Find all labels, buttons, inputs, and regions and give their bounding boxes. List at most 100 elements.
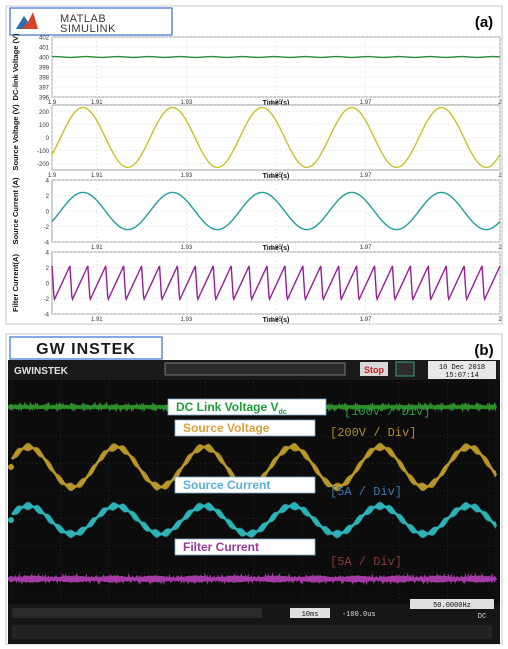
x-tick-label: 1.97 — [360, 173, 372, 179]
trace-label-box — [174, 419, 316, 437]
y-tick-label: 399 — [39, 66, 50, 72]
y-tick-label: 402 — [39, 36, 50, 42]
x-tick-label: 2 — [498, 173, 502, 179]
y-axis-label: DC-link Voltage (V) — [11, 33, 20, 100]
x-axis-label: Time (s) — [263, 100, 290, 107]
y-tick-label: -100 — [37, 149, 50, 155]
status-badge — [360, 362, 388, 376]
matlab-chart-3: 4 2 0 -2 -4 1.91 1.93 1.95 1.97 2 Time (s) Source C… — [11, 177, 502, 252]
x-tick-label: 1.9 — [48, 100, 57, 106]
scope-trace-3 — [11, 501, 498, 539]
y-tick-label: 397 — [39, 86, 50, 92]
gwinstek-logo-text: GW INSTEK — [36, 341, 136, 358]
timebase-box — [290, 608, 330, 618]
y-tick-label: -4 — [44, 241, 50, 247]
x-tick-label: 1.97 — [360, 245, 372, 251]
frequency-text: 50.0000Hz — [433, 602, 471, 610]
panel-b-label: (b) — [474, 342, 493, 359]
x-tick-label: 2 — [498, 245, 502, 251]
channel-marker-icon — [8, 464, 14, 470]
y-tick-label: -2 — [44, 225, 50, 231]
y-tick-label: 4 — [46, 251, 50, 257]
matlab-chart-4: 4 2 0 -2 -4 1.91 1.93 1.95 1.97 2 Time (s) Filter C… — [11, 251, 502, 325]
x-tick-label: 1.91 — [91, 100, 103, 106]
y-tick-label: -200 — [37, 162, 50, 168]
trigger-icon — [395, 361, 415, 377]
time-text: 15:07:14 — [445, 372, 479, 380]
y-axis-label: Filter Current(A) — [11, 254, 20, 312]
svg-text:MATLAB: MATLAB — [60, 13, 106, 25]
y-tick-label: -2 — [44, 297, 50, 303]
y-tick-label: -4 — [44, 313, 50, 319]
x-tick-label: 1.97 — [360, 100, 372, 106]
channel-marker-icon — [8, 404, 14, 410]
timebase-text: 10ms — [302, 611, 319, 619]
scope-brand: GWINSTEK — [14, 366, 69, 377]
trace-label-subscript: dc — [278, 409, 286, 416]
y-tick-label: 200 — [39, 110, 50, 116]
y-tick-label: 401 — [39, 46, 50, 52]
x-tick-label: 1.91 — [91, 245, 103, 251]
x-tick-label: 1.95 — [270, 100, 282, 106]
trace-label: Source Voltage — [183, 421, 270, 435]
date-text: 10 Dec 2018 — [439, 364, 485, 372]
y-tick-label: 4 — [46, 179, 50, 185]
y-tick-label: 2 — [46, 266, 50, 272]
trace-label: DC Link Voltage Vdc — [176, 400, 287, 416]
y-axis-label: Source Voltage (V) — [11, 104, 20, 171]
x-tick-label: 1.95 — [270, 317, 282, 323]
measurement-strip — [12, 625, 492, 639]
matlab-logo: MATLAB SIMULINK — [9, 7, 173, 36]
trigger-position-text: -100.0us — [342, 611, 376, 619]
trace-label: Source Current — [183, 478, 270, 492]
frequency-box — [410, 599, 494, 609]
matlab-chart-2: 200 100 0 -100 -200 1.9 1.91 1.93 1.95 1.97 2 Time … — [11, 104, 502, 180]
series-line — [51, 265, 501, 302]
series-line — [51, 55, 501, 59]
y-tick-label: 100 — [39, 123, 50, 129]
x-tick-label: 1.93 — [181, 317, 193, 323]
trace-label-box — [174, 538, 316, 556]
y-tick-label: 0 — [46, 136, 50, 142]
trace-scale: [100V / Div] — [344, 405, 430, 419]
x-tick-label: 1.97 — [360, 317, 372, 323]
status-text: Stop — [364, 365, 384, 375]
x-tick-label: 1.91 — [91, 317, 103, 323]
x-tick-label: 1.91 — [91, 173, 103, 179]
y-tick-label: 2 — [46, 194, 50, 200]
x-tick-label: 2 — [498, 317, 502, 323]
x-tick-label: 1.93 — [181, 100, 193, 106]
y-tick-label: 0 — [46, 210, 50, 216]
x-tick-label: 1.93 — [181, 173, 193, 179]
trace-label-box — [174, 476, 316, 494]
y-tick-label: 0 — [46, 282, 50, 288]
series-line — [51, 106, 501, 169]
trace-label: Filter Current — [183, 540, 259, 554]
svg-text:SIMULINK: SIMULINK — [60, 23, 116, 35]
trace-label-box — [167, 398, 327, 416]
coupling-text: DC — [478, 613, 486, 621]
x-axis-label: Time (s) — [263, 173, 290, 180]
panel-a-label: (a) — [475, 14, 493, 31]
x-axis-label: Time (s) — [263, 245, 290, 252]
x-tick-label: 2 — [498, 100, 502, 106]
x-tick-label: 1.95 — [270, 173, 282, 179]
x-tick-label: 1.93 — [181, 245, 193, 251]
y-tick-label: 396 — [39, 96, 50, 102]
trace-scale: [5A / Div] — [330, 485, 402, 499]
channel-marker-icon — [8, 517, 14, 523]
memory-bar — [164, 362, 346, 376]
series-line — [51, 191, 501, 231]
x-tick-label: 1.9 — [48, 173, 57, 179]
gwinstek-logo: GW INSTEK — [9, 336, 163, 360]
y-tick-label: 398 — [39, 76, 50, 82]
trace-scale: [200V / Div] — [330, 426, 416, 440]
channel-marker-icon — [8, 576, 14, 582]
x-tick-label: 1.95 — [270, 245, 282, 251]
trace-scale: [5A / Div] — [330, 555, 402, 569]
x-axis-label: Time (s) — [263, 317, 290, 324]
scope-trace-4 — [11, 572, 498, 586]
channel-scale-strip — [12, 608, 262, 618]
